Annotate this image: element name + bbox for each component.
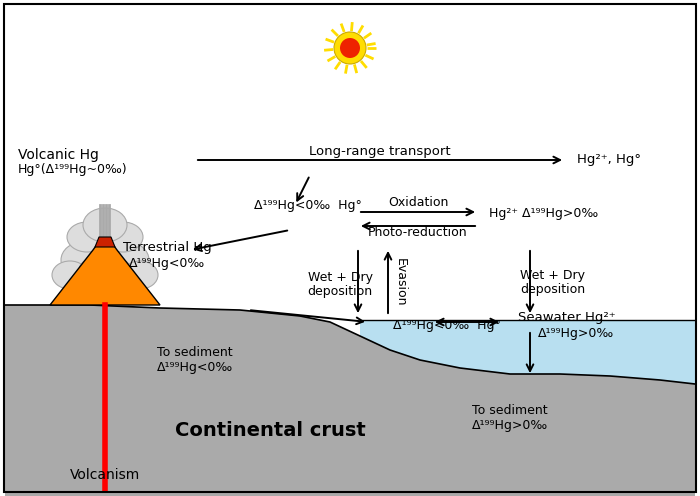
Text: Evasion: Evasion [393, 258, 407, 306]
Text: Wet + Dry: Wet + Dry [307, 271, 372, 285]
Text: Hg²⁺ Δ¹⁹⁹Hg>0‰: Hg²⁺ Δ¹⁹⁹Hg>0‰ [489, 206, 598, 220]
Text: Terrestrial Hg: Terrestrial Hg [122, 242, 211, 254]
Ellipse shape [99, 258, 131, 282]
Ellipse shape [75, 228, 135, 272]
Ellipse shape [67, 222, 107, 252]
Text: Continental crust: Continental crust [174, 421, 365, 439]
Text: Oxidation: Oxidation [388, 196, 448, 209]
Text: Δ¹⁹⁹Hg<0‰  Hg°: Δ¹⁹⁹Hg<0‰ Hg° [254, 198, 362, 211]
Text: To sediment: To sediment [158, 346, 233, 359]
Circle shape [340, 38, 360, 58]
Text: deposition: deposition [307, 286, 372, 299]
Ellipse shape [122, 261, 158, 289]
Text: Volcanism: Volcanism [70, 468, 140, 482]
Text: deposition: deposition [520, 283, 586, 296]
Ellipse shape [103, 222, 143, 252]
Ellipse shape [105, 242, 149, 278]
Text: Hg²⁺, Hg°: Hg²⁺, Hg° [577, 153, 641, 167]
Text: Photo-reduction: Photo-reduction [368, 226, 468, 239]
Text: Hg°(Δ¹⁹⁹Hg~0‰): Hg°(Δ¹⁹⁹Hg~0‰) [18, 163, 127, 176]
Text: Long-range transport: Long-range transport [309, 145, 451, 159]
Text: Δ¹⁹⁹Hg<0‰: Δ¹⁹⁹Hg<0‰ [129, 256, 205, 269]
Ellipse shape [61, 242, 105, 278]
Polygon shape [360, 320, 695, 384]
Circle shape [334, 32, 366, 64]
Polygon shape [50, 243, 160, 305]
Text: Δ¹⁹⁹Hg<0‰  Hg°: Δ¹⁹⁹Hg<0‰ Hg° [393, 319, 501, 332]
Text: Δ¹⁹⁹Hg<0‰: Δ¹⁹⁹Hg<0‰ [157, 362, 233, 374]
Text: Wet + Dry: Wet + Dry [521, 268, 585, 282]
Text: Volcanic Hg: Volcanic Hg [18, 148, 99, 162]
Polygon shape [95, 237, 115, 247]
Text: Seawater Hg²⁺: Seawater Hg²⁺ [518, 311, 615, 324]
Text: Δ¹⁹⁹Hg>0‰: Δ¹⁹⁹Hg>0‰ [538, 326, 614, 339]
Polygon shape [5, 305, 695, 496]
Ellipse shape [83, 208, 127, 242]
Text: To sediment: To sediment [473, 404, 548, 417]
Ellipse shape [52, 261, 88, 289]
Text: Δ¹⁹⁹Hg>0‰: Δ¹⁹⁹Hg>0‰ [472, 420, 548, 433]
Ellipse shape [79, 258, 111, 282]
